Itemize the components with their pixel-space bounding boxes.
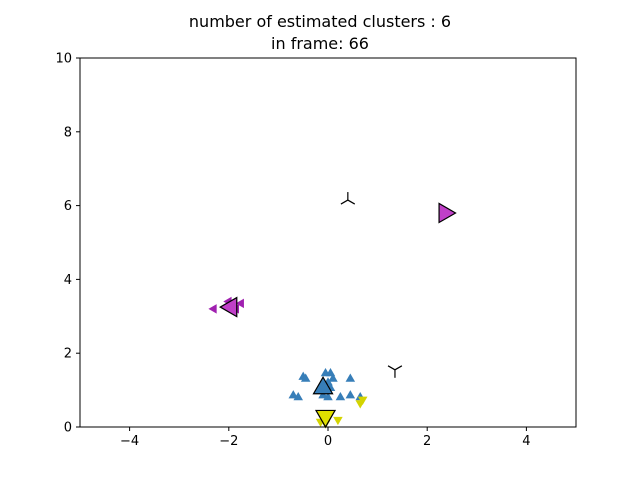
data-point: [333, 416, 343, 426]
chart-subtitle: in frame: 66: [271, 34, 369, 53]
cluster-center-marker: [387, 365, 403, 378]
data-point: [355, 400, 366, 409]
cluster-center-marker: [312, 376, 334, 395]
cluster-center-marker: [438, 202, 457, 224]
cluster-center-marker: [314, 409, 337, 429]
data-point: [208, 304, 217, 314]
x-tick-label: −4: [120, 434, 139, 449]
x-tick-label: −2: [219, 434, 238, 449]
data-point: [300, 373, 311, 382]
y-tick-label: 4: [64, 273, 72, 288]
x-tick-label: 0: [324, 434, 332, 449]
y-tick-label: 8: [64, 125, 72, 140]
data-point: [288, 390, 299, 399]
data-point: [323, 391, 333, 401]
y-tick-label: 6: [64, 199, 72, 214]
data-point: [345, 373, 356, 382]
cluster-center-marker: [340, 192, 356, 205]
y-tick-label: 2: [64, 347, 72, 362]
cluster-center-marker: [219, 296, 238, 318]
y-tick-label: 0: [64, 421, 72, 436]
x-tick-label: 2: [423, 434, 431, 449]
data-point: [328, 373, 338, 382]
data-point: [335, 391, 346, 401]
data-point: [235, 298, 244, 309]
data-point: [293, 391, 304, 401]
x-tick-label: 4: [522, 434, 530, 449]
y-tick-label: 10: [55, 52, 72, 67]
chart-title: number of estimated clusters : 6: [188, 12, 452, 31]
data-point: [345, 390, 356, 399]
axes-frame: [79, 57, 577, 428]
